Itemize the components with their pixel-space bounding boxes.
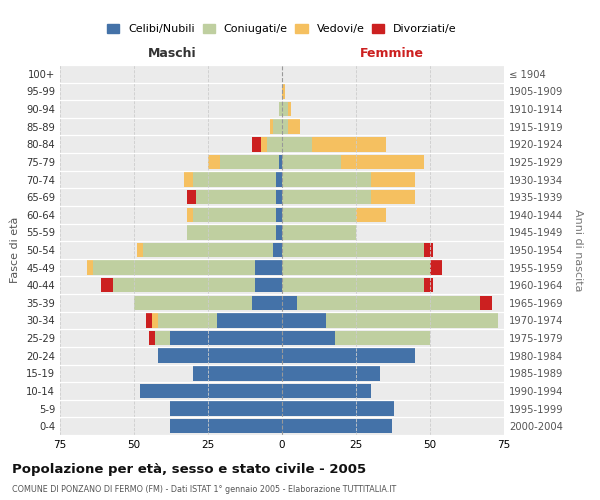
- Bar: [184, 172, 193, 186]
- Bar: [253, 137, 261, 152]
- Bar: [282, 366, 380, 380]
- Bar: [170, 419, 282, 434]
- Bar: [282, 419, 392, 434]
- Bar: [208, 154, 220, 169]
- Bar: [187, 190, 196, 204]
- Bar: [101, 278, 113, 292]
- Bar: [282, 243, 424, 257]
- Bar: [282, 120, 288, 134]
- Bar: [282, 154, 341, 169]
- Bar: [282, 348, 415, 363]
- Bar: [187, 225, 276, 240]
- Bar: [256, 278, 282, 292]
- Bar: [276, 225, 282, 240]
- Bar: [356, 208, 386, 222]
- Bar: [113, 278, 256, 292]
- Bar: [149, 331, 155, 345]
- Y-axis label: Anni di nascita: Anni di nascita: [573, 209, 583, 291]
- Bar: [256, 260, 282, 275]
- Bar: [326, 314, 498, 328]
- Bar: [424, 278, 433, 292]
- Bar: [170, 331, 282, 345]
- Bar: [267, 137, 282, 152]
- Bar: [481, 296, 492, 310]
- Bar: [220, 154, 279, 169]
- Y-axis label: Fasce di età: Fasce di età: [10, 217, 20, 283]
- Bar: [424, 243, 433, 257]
- Bar: [140, 384, 282, 398]
- Bar: [155, 331, 170, 345]
- Bar: [341, 154, 424, 169]
- Bar: [282, 260, 430, 275]
- Bar: [282, 278, 424, 292]
- Bar: [430, 260, 442, 275]
- Bar: [297, 296, 481, 310]
- Bar: [279, 102, 282, 117]
- Bar: [137, 243, 143, 257]
- Bar: [261, 137, 267, 152]
- Bar: [158, 348, 282, 363]
- Bar: [282, 208, 356, 222]
- Text: Femmine: Femmine: [359, 46, 424, 60]
- Text: Maschi: Maschi: [148, 46, 197, 60]
- Bar: [282, 137, 311, 152]
- Bar: [279, 154, 282, 169]
- Bar: [288, 120, 300, 134]
- Bar: [143, 243, 273, 257]
- Bar: [282, 84, 285, 98]
- Bar: [371, 172, 415, 186]
- Bar: [253, 296, 282, 310]
- Bar: [335, 331, 430, 345]
- Text: Popolazione per età, sesso e stato civile - 2005: Popolazione per età, sesso e stato civil…: [12, 462, 366, 475]
- Bar: [170, 402, 282, 416]
- Bar: [282, 331, 335, 345]
- Bar: [217, 314, 282, 328]
- Legend: Celibi/Nubili, Coniugati/e, Vedovi/e, Divorziati/e: Celibi/Nubili, Coniugati/e, Vedovi/e, Di…: [104, 20, 460, 38]
- Bar: [86, 260, 92, 275]
- Bar: [276, 172, 282, 186]
- Bar: [152, 314, 158, 328]
- Bar: [282, 296, 297, 310]
- Bar: [276, 190, 282, 204]
- Bar: [273, 120, 282, 134]
- Bar: [371, 190, 415, 204]
- Bar: [196, 190, 276, 204]
- Bar: [282, 402, 394, 416]
- Bar: [193, 208, 276, 222]
- Bar: [282, 314, 326, 328]
- Bar: [282, 102, 288, 117]
- Bar: [270, 120, 273, 134]
- Bar: [146, 314, 152, 328]
- Text: COMUNE DI PONZANO DI FERMO (FM) - Dati ISTAT 1° gennaio 2005 - Elaborazione TUTT: COMUNE DI PONZANO DI FERMO (FM) - Dati I…: [12, 485, 396, 494]
- Bar: [273, 243, 282, 257]
- Bar: [193, 366, 282, 380]
- Bar: [92, 260, 256, 275]
- Bar: [282, 384, 371, 398]
- Bar: [282, 225, 356, 240]
- Bar: [193, 172, 276, 186]
- Bar: [158, 314, 217, 328]
- Bar: [187, 208, 193, 222]
- Bar: [282, 172, 371, 186]
- Bar: [311, 137, 386, 152]
- Bar: [276, 208, 282, 222]
- Bar: [134, 296, 253, 310]
- Bar: [282, 190, 371, 204]
- Bar: [288, 102, 291, 117]
